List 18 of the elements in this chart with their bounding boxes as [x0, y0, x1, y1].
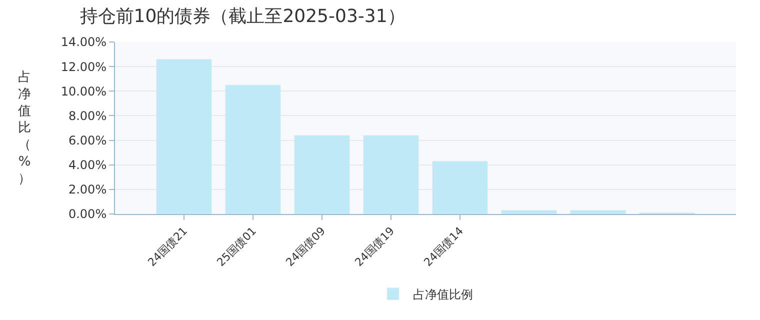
- y-tick-label: 14.00%: [60, 35, 107, 50]
- y-tick-label: 10.00%: [60, 84, 107, 98]
- y-tick-label: 2.00%: [68, 182, 107, 197]
- y-tick-label: 0.00%: [68, 207, 107, 222]
- x-tick-label: 24国债19: [352, 224, 398, 270]
- y-tick-label: 6.00%: [68, 133, 107, 148]
- x-tick-label: 25国债01: [214, 224, 260, 270]
- x-tick-label: 24国债09: [283, 224, 328, 270]
- x-tick-label: 24国债21: [145, 224, 190, 270]
- legend-label: 占净值比例: [413, 288, 473, 302]
- y-tick-label: 4.00%: [68, 158, 107, 172]
- chart-title: 持仓前10的债券（截止至2025-03-31）: [80, 6, 406, 28]
- y-axis-title: 占净值比（%）: [18, 70, 31, 186]
- y-tick-label: 12.00%: [60, 60, 107, 74]
- bar: [570, 210, 626, 214]
- bar: [501, 210, 557, 214]
- x-tick-label: 24国债14: [421, 224, 466, 270]
- y-tick-label: 8.00%: [68, 108, 107, 123]
